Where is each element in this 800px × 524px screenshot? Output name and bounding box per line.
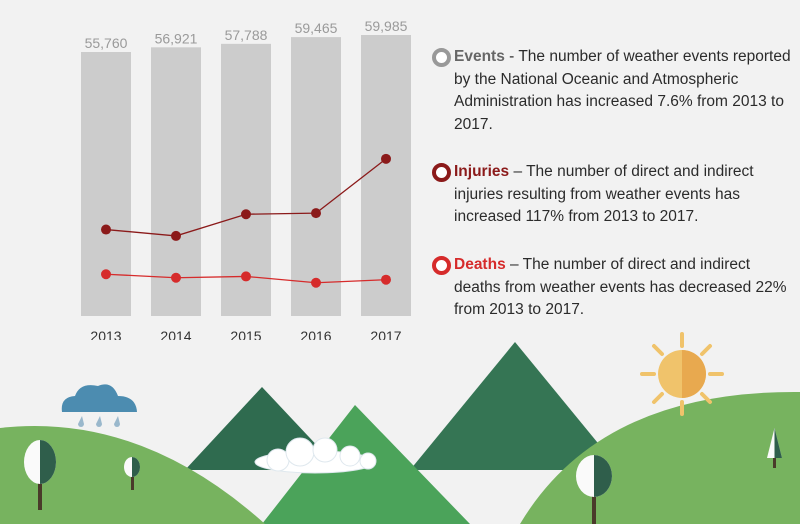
- sun-icon: [640, 332, 724, 416]
- cloud-icon: [254, 437, 377, 474]
- x-tick-2016: 2016: [300, 328, 331, 340]
- bar-events-2016: [291, 37, 341, 316]
- legend-events-name: Events: [454, 48, 505, 65]
- deaths-ring-icon: [432, 256, 451, 275]
- tree-icon: [576, 455, 612, 524]
- legend-deaths-description: The number of direct and indirect deaths…: [454, 256, 787, 318]
- tree-icon: [124, 457, 140, 490]
- point-deaths-2016: [311, 277, 321, 288]
- legend-events-description: The number of weather events reported by…: [454, 48, 791, 133]
- bar-label-2016: 59,465: [295, 20, 338, 36]
- mountain-icon: [185, 387, 340, 470]
- x-tick-2014: 2014: [160, 328, 191, 340]
- bar-events-2015: [221, 43, 271, 317]
- tree-icon: [767, 428, 782, 468]
- chart: 55,760 2013 56,921 2014 57,788 2015 59,465 2016…: [81, 18, 411, 340]
- hill-left: [0, 426, 265, 524]
- point-deaths-2013: [101, 269, 111, 280]
- x-tick-2015: 2015: [230, 328, 261, 340]
- bar-label-2017: 59,985: [365, 18, 408, 34]
- bar-label-2015: 57,788: [225, 27, 268, 43]
- events-ring-icon: [432, 48, 451, 67]
- bar-events-2017: [361, 35, 411, 316]
- x-tick-2017: 2017: [370, 328, 401, 340]
- bar-label-2014: 56,921: [155, 30, 198, 46]
- point-deaths-2017: [381, 274, 391, 285]
- bar-label-2013: 55,760: [85, 35, 128, 51]
- legend-injuries-name: Injuries: [454, 163, 510, 180]
- point-injuries-2017: [381, 153, 391, 164]
- legend-deaths-name: Deaths: [454, 256, 506, 273]
- point-injuries-2016: [311, 208, 321, 219]
- legend-deaths: Deaths – The number of direct and indire…: [432, 254, 792, 322]
- point-deaths-2015: [241, 271, 251, 282]
- legend-injuries: Injuries – The number of direct and indi…: [432, 161, 792, 229]
- bar-events-2014: [151, 47, 201, 316]
- point-injuries-2015: [241, 209, 251, 220]
- rain-cloud-icon: [61, 384, 137, 427]
- legend-injuries-description: The number of direct and indirect injuri…: [454, 163, 754, 225]
- point-deaths-2014: [171, 272, 181, 283]
- x-tick-2013: 2013: [90, 328, 121, 340]
- tree-icon: [24, 440, 56, 510]
- point-injuries-2013: [101, 224, 111, 235]
- mountain-icon: [262, 405, 470, 524]
- hill-right: [520, 391, 800, 524]
- point-injuries-2014: [171, 230, 181, 241]
- injuries-ring-icon: [432, 163, 451, 182]
- legend-events: Events - The number of weather events re…: [432, 46, 792, 136]
- mountain-icon: [410, 342, 620, 470]
